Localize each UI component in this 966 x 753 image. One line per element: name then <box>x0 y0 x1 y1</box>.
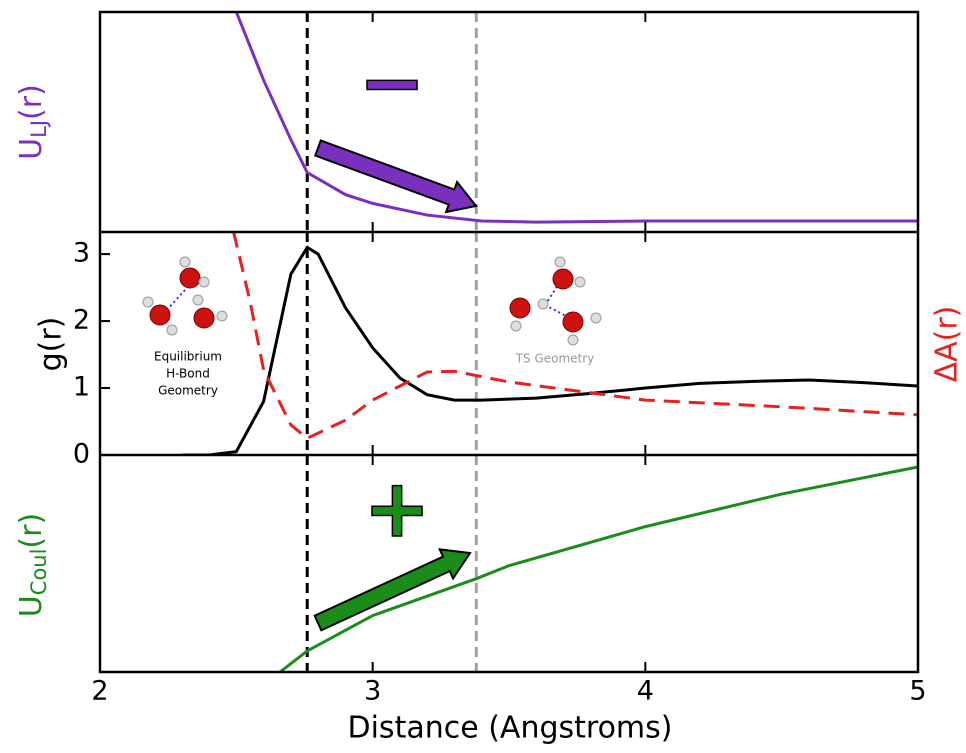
x-tick-label: 5 <box>909 676 926 707</box>
panel <box>234 12 918 232</box>
series-line <box>181 245 918 455</box>
panel <box>279 455 918 672</box>
annotation: + <box>363 462 430 555</box>
annotation: − <box>358 36 425 129</box>
y-tick-label: 0 <box>73 439 90 470</box>
label-sub: LJ <box>27 120 51 138</box>
molecule-ts <box>509 256 602 346</box>
series-line <box>232 232 918 441</box>
series-line <box>234 12 918 224</box>
panel <box>181 232 918 455</box>
arrow <box>313 139 478 214</box>
annotation: Geometry <box>158 384 218 398</box>
label-part: (r) <box>14 513 49 549</box>
x-tick-label: 4 <box>637 676 654 707</box>
y-axis-label: g(r) <box>34 317 69 372</box>
x-axis-label: Distance (Angstroms) <box>348 711 673 746</box>
label-part: (r) <box>14 84 49 120</box>
label-part: U <box>14 595 49 617</box>
annotation: Equilibrium <box>154 350 222 364</box>
y-tick-label: 1 <box>73 372 90 403</box>
x-tick-label: 2 <box>91 676 108 707</box>
y-tick-label: 3 <box>73 238 90 269</box>
label-part: U <box>14 138 49 160</box>
plot-frame <box>98 10 920 674</box>
series-line <box>279 465 918 672</box>
annotation: H-Bond <box>166 367 210 381</box>
y-axis-label: UCoul(r) <box>14 513 52 617</box>
annotation: TS Geometry <box>515 352 595 366</box>
y-axis-label: ULJ(r) <box>14 84 52 160</box>
y-tick-label: 2 <box>73 305 90 336</box>
y2-axis-label: ΔA(r) <box>930 306 965 383</box>
arrow <box>313 548 472 632</box>
x-tick-label: 3 <box>364 676 381 707</box>
label-sub: Coul <box>27 549 51 596</box>
molecule-equilibrium <box>142 256 228 336</box>
